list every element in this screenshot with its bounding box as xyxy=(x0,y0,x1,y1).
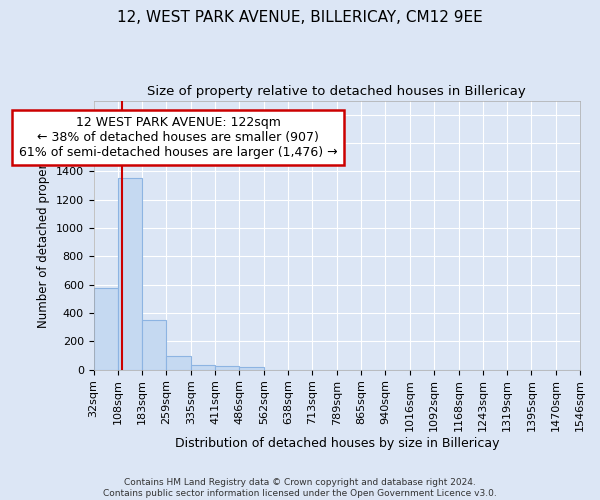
Bar xyxy=(166,356,191,370)
Text: 12 WEST PARK AVENUE: 122sqm
← 38% of detached houses are smaller (907)
61% of se: 12 WEST PARK AVENUE: 122sqm ← 38% of det… xyxy=(19,116,337,159)
Text: 12, WEST PARK AVENUE, BILLERICAY, CM12 9EE: 12, WEST PARK AVENUE, BILLERICAY, CM12 9… xyxy=(117,10,483,25)
Bar xyxy=(142,320,166,370)
Bar xyxy=(215,366,239,370)
X-axis label: Distribution of detached houses by size in Billericay: Distribution of detached houses by size … xyxy=(175,437,499,450)
Bar xyxy=(191,365,215,370)
Title: Size of property relative to detached houses in Billericay: Size of property relative to detached ho… xyxy=(148,85,526,98)
Bar xyxy=(239,367,264,370)
Y-axis label: Number of detached properties: Number of detached properties xyxy=(37,142,50,328)
Bar xyxy=(118,178,142,370)
Text: Contains HM Land Registry data © Crown copyright and database right 2024.
Contai: Contains HM Land Registry data © Crown c… xyxy=(103,478,497,498)
Bar xyxy=(94,288,118,370)
